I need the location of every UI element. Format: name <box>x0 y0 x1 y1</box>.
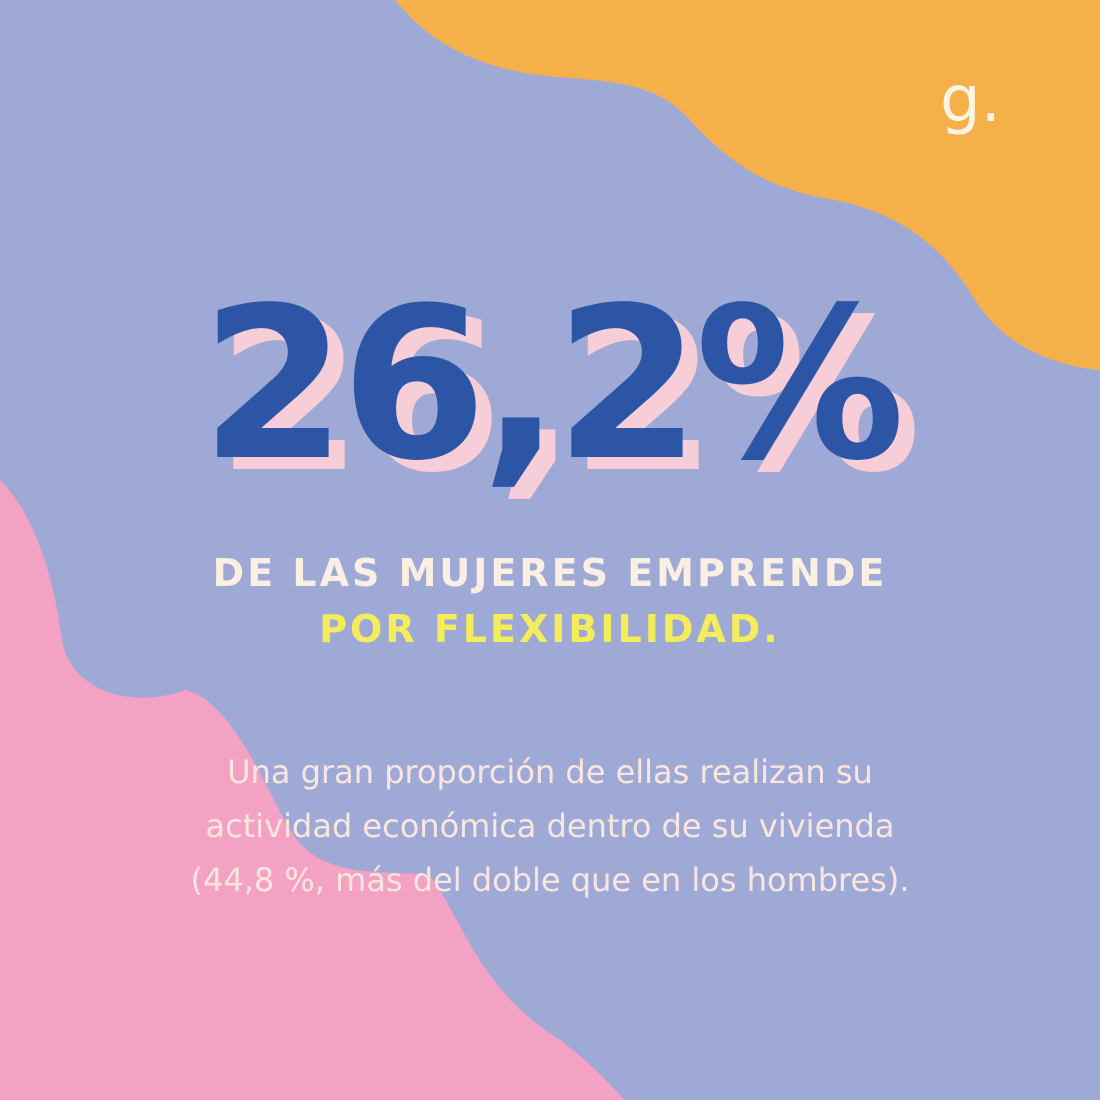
statistic-block: 26,2% 26,2% <box>0 262 1100 512</box>
body-line-3: (44,8 %, más del doble que en los hombre… <box>190 861 910 899</box>
headline-line-1: DE LAS MUJERES EMPRENDE <box>212 551 888 595</box>
headline-line-2: POR FLEXIBILIDAD. <box>319 607 781 651</box>
orange-blob <box>395 0 1100 370</box>
statistic-value: 26,2% <box>200 262 906 507</box>
headline: DE LAS MUJERES EMPRENDE POR FLEXIBILIDAD… <box>0 545 1100 657</box>
body-line-1: Una gran proporción de ellas realizan su <box>227 753 873 791</box>
brand-logo: g. <box>940 63 1001 137</box>
body-line-2: actividad económica dentro de su viviend… <box>205 807 895 845</box>
statistic-shadow: 26,2% <box>216 274 922 519</box>
body-paragraph: Una gran proporción de ellas realizan su… <box>120 745 980 907</box>
pink-blob <box>0 480 625 1100</box>
